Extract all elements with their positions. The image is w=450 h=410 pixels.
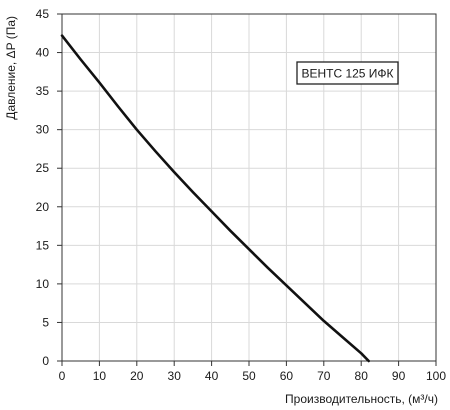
y-tick-label: 40 bbox=[36, 46, 50, 60]
y-tick-label: 10 bbox=[36, 277, 50, 291]
x-tick-label: 90 bbox=[392, 369, 406, 383]
legend-box bbox=[296, 61, 399, 85]
y-tick-label: 35 bbox=[36, 84, 50, 98]
y-tick-label: 5 bbox=[42, 315, 49, 329]
x-tick-label: 10 bbox=[93, 369, 107, 383]
x-tick-label: 20 bbox=[130, 369, 144, 383]
y-tick-label: 15 bbox=[36, 238, 50, 252]
x-tick-label: 30 bbox=[168, 369, 182, 383]
x-tick-label: 60 bbox=[280, 369, 294, 383]
x-tick-label: 70 bbox=[317, 369, 331, 383]
legend-entry-label: ВЕНТС 125 ИФК bbox=[301, 67, 393, 81]
x-tick-label: 40 bbox=[205, 369, 219, 383]
y-tick-label: 45 bbox=[36, 7, 50, 21]
x-tick-label: 0 bbox=[59, 369, 66, 383]
y-axis-label: Давление, ΔP (Па) bbox=[4, 16, 18, 120]
series-line bbox=[60, 34, 371, 363]
x-tick-label: 100 bbox=[426, 369, 446, 383]
y-tick-label: 20 bbox=[36, 200, 50, 214]
series-lines bbox=[60, 34, 371, 363]
y-tick-label: 0 bbox=[42, 354, 49, 368]
x-tick-label: 50 bbox=[242, 369, 256, 383]
y-tick-label: 30 bbox=[36, 123, 50, 137]
x-tick-label: 80 bbox=[355, 369, 369, 383]
x-axis: 0 10 20 30 40 50 60 70 80 90 100 bbox=[59, 361, 446, 383]
y-tick-label: 25 bbox=[36, 161, 50, 175]
legend: ВЕНТС 125 ИФК bbox=[296, 61, 399, 85]
x-axis-label: Производительность, (м³/ч) bbox=[285, 392, 438, 406]
y-axis: 0 5 10 15 20 25 30 35 40 45 bbox=[36, 7, 62, 368]
